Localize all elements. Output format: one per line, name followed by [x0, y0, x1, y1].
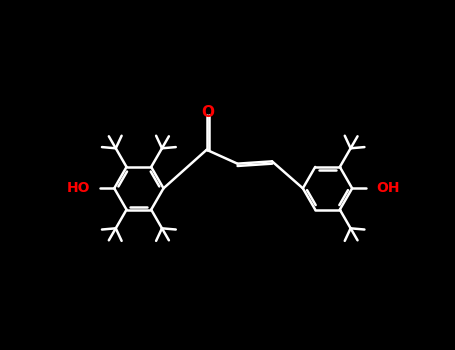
Text: HO: HO: [67, 181, 91, 195]
Text: O: O: [201, 105, 214, 120]
Text: OH: OH: [376, 181, 399, 195]
